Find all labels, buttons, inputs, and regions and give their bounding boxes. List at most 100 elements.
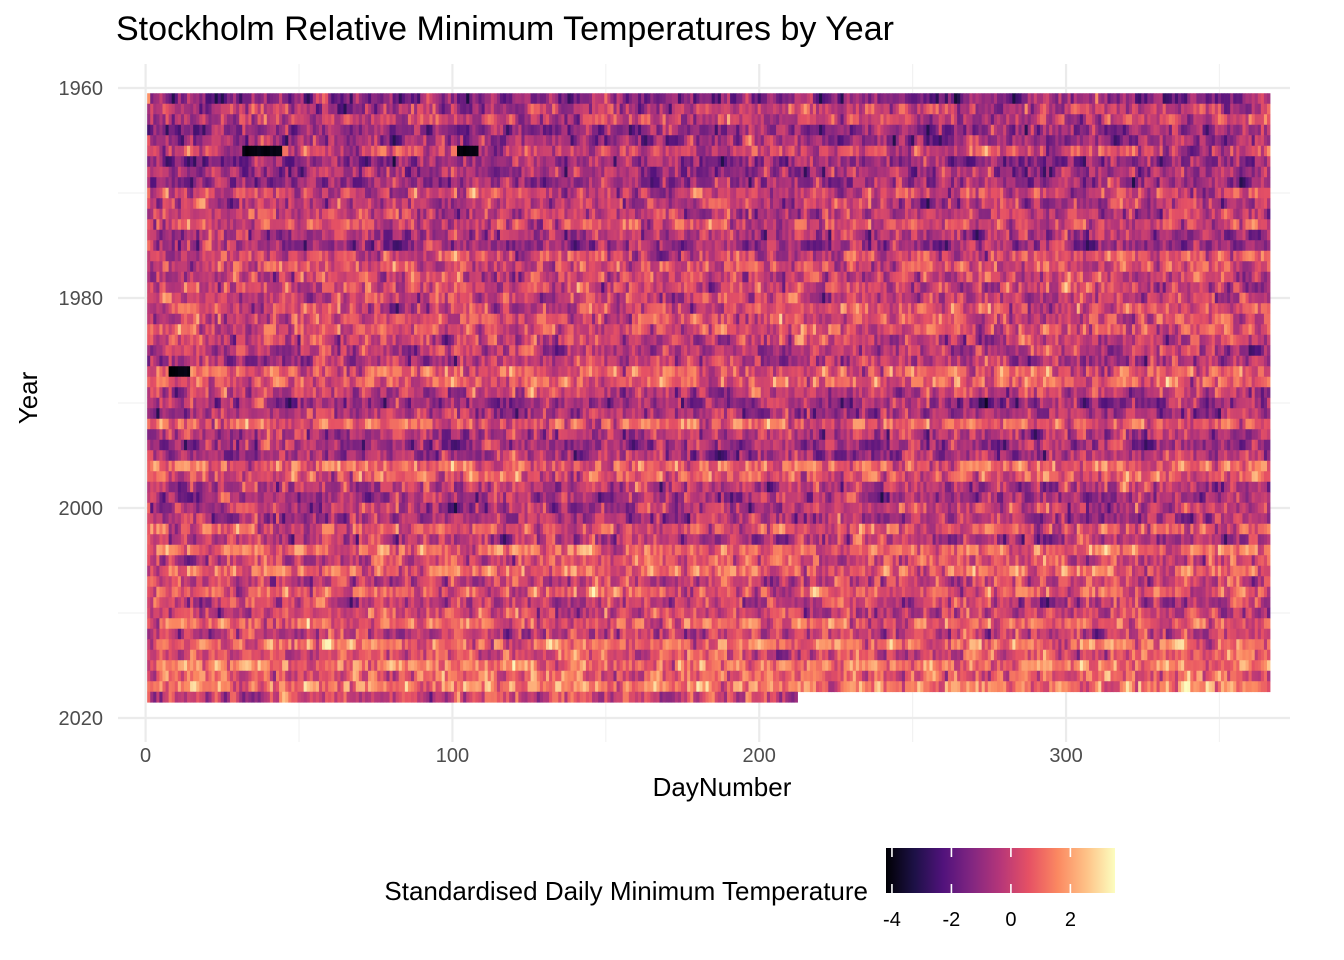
heatmap-cell	[908, 135, 911, 146]
heatmap-cell	[1052, 167, 1055, 178]
heatmap-cell	[613, 209, 616, 220]
heatmap-cell	[865, 146, 868, 157]
heatmap-cell	[258, 167, 261, 178]
heatmap-cell	[868, 156, 871, 167]
heatmap-cell	[675, 177, 678, 188]
heatmap-cell	[896, 125, 899, 136]
heatmap-cell	[506, 188, 509, 199]
heatmap-cell	[291, 198, 294, 209]
heatmap-cell	[552, 114, 555, 125]
heatmap-cell	[859, 219, 862, 230]
heatmap-cell	[1224, 188, 1227, 199]
heatmap-cell	[580, 230, 583, 241]
heatmap-cell	[1227, 93, 1230, 104]
heatmap-cell	[1006, 125, 1009, 136]
heatmap-cell	[1258, 167, 1261, 178]
heatmap-cell	[1239, 188, 1242, 199]
heatmap-cell	[1212, 125, 1215, 136]
heatmap-cell	[841, 146, 844, 157]
heatmap-cell	[288, 167, 291, 178]
heatmap-cell	[620, 146, 623, 157]
heatmap-cell	[862, 177, 865, 188]
heatmap-cell	[561, 219, 564, 230]
heatmap-cell	[834, 114, 837, 125]
heatmap-cell	[985, 198, 988, 209]
heatmap-cell	[153, 104, 156, 115]
heatmap-cell	[1206, 135, 1209, 146]
heatmap-cell	[549, 219, 552, 230]
heatmap-cell	[178, 114, 181, 125]
heatmap-cell	[393, 230, 396, 241]
heatmap-cell	[417, 177, 420, 188]
heatmap-cell	[635, 125, 638, 136]
heatmap-cell	[580, 219, 583, 230]
heatmap-cell	[353, 93, 356, 104]
heatmap-cell	[518, 125, 521, 136]
heatmap-cell	[503, 177, 506, 188]
heatmap-cell	[1209, 198, 1212, 209]
heatmap-cell	[887, 125, 890, 136]
heatmap-cell	[706, 219, 709, 230]
heatmap-cell	[933, 146, 936, 157]
heatmap-cell	[267, 104, 270, 115]
heatmap-cell	[359, 135, 362, 146]
heatmap-cell	[583, 135, 586, 146]
heatmap-cell	[371, 146, 374, 157]
heatmap-cell	[390, 230, 393, 241]
heatmap-cell	[457, 125, 460, 136]
heatmap-cell	[546, 230, 549, 241]
heatmap-cell	[175, 125, 178, 136]
heatmap-cell	[727, 125, 730, 136]
heatmap-cell	[313, 209, 316, 220]
heatmap-cell	[426, 188, 429, 199]
heatmap-cell	[454, 209, 457, 220]
heatmap-cell	[1190, 93, 1193, 104]
heatmap-cell	[331, 93, 334, 104]
heatmap-cell	[291, 104, 294, 115]
heatmap-cell	[169, 156, 172, 167]
heatmap-cell	[598, 177, 601, 188]
heatmap-cell	[310, 93, 313, 104]
heatmap-cell	[1031, 177, 1034, 188]
heatmap-cell	[169, 114, 172, 125]
heatmap-cell	[724, 219, 727, 230]
heatmap-cell	[1043, 104, 1046, 115]
heatmap-cell	[580, 135, 583, 146]
heatmap-cell	[893, 167, 896, 178]
heatmap-cell	[758, 198, 761, 209]
heatmap-cell	[469, 135, 472, 146]
heatmap-cell	[788, 167, 791, 178]
heatmap-cell	[727, 146, 730, 157]
heatmap-cell	[939, 114, 942, 125]
heatmap-cell	[761, 188, 764, 199]
heatmap-cell	[890, 156, 893, 167]
heatmap-cell	[822, 219, 825, 230]
heatmap-cell	[1068, 188, 1071, 199]
heatmap-cell	[337, 209, 340, 220]
heatmap-cell	[709, 135, 712, 146]
heatmap-cell	[813, 104, 816, 115]
heatmap-cell	[485, 125, 488, 136]
heatmap-cell	[1132, 156, 1135, 167]
heatmap-cell	[856, 114, 859, 125]
heatmap-cell	[353, 156, 356, 167]
heatmap-cell	[236, 114, 239, 125]
heatmap-cell	[494, 104, 497, 115]
heatmap-cell	[479, 156, 482, 167]
heatmap-cell	[1239, 93, 1242, 104]
heatmap-cell	[245, 177, 248, 188]
heatmap-cell	[1111, 198, 1114, 209]
heatmap-cell	[758, 188, 761, 199]
heatmap-cell	[251, 188, 254, 199]
heatmap-cell	[816, 93, 819, 104]
heatmap-cell	[767, 104, 770, 115]
heatmap-cell	[184, 114, 187, 125]
heatmap-cell	[405, 104, 408, 115]
heatmap-cell	[420, 198, 423, 209]
heatmap-cell	[500, 114, 503, 125]
heatmap-cell	[1028, 146, 1031, 157]
heatmap-cell	[454, 167, 457, 178]
heatmap-cell	[429, 188, 432, 199]
heatmap-cell	[205, 114, 208, 125]
heatmap-cell	[1249, 104, 1252, 115]
